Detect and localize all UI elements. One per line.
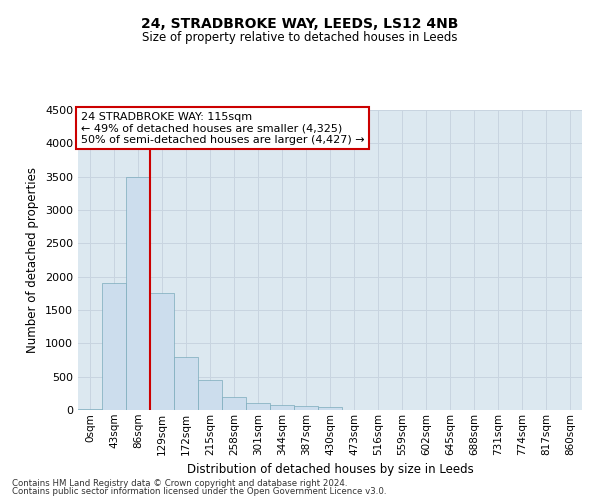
Text: 24 STRADBROKE WAY: 115sqm
← 49% of detached houses are smaller (4,325)
50% of se: 24 STRADBROKE WAY: 115sqm ← 49% of detac… [80, 112, 364, 144]
Y-axis label: Number of detached properties: Number of detached properties [26, 167, 40, 353]
Text: Contains public sector information licensed under the Open Government Licence v3: Contains public sector information licen… [12, 487, 386, 496]
Bar [150, 294, 174, 410]
Bar [270, 404, 294, 410]
Bar [222, 396, 246, 410]
Bar [318, 406, 342, 410]
Bar [198, 380, 222, 410]
Text: Size of property relative to detached houses in Leeds: Size of property relative to detached ho… [142, 31, 458, 44]
Bar [174, 356, 198, 410]
Bar [126, 176, 150, 410]
Bar [78, 408, 102, 410]
Text: Contains HM Land Registry data © Crown copyright and database right 2024.: Contains HM Land Registry data © Crown c… [12, 478, 347, 488]
Bar [102, 284, 126, 410]
Bar [294, 406, 318, 410]
X-axis label: Distribution of detached houses by size in Leeds: Distribution of detached houses by size … [187, 463, 473, 476]
Text: 24, STRADBROKE WAY, LEEDS, LS12 4NB: 24, STRADBROKE WAY, LEEDS, LS12 4NB [142, 18, 458, 32]
Bar [246, 403, 270, 410]
